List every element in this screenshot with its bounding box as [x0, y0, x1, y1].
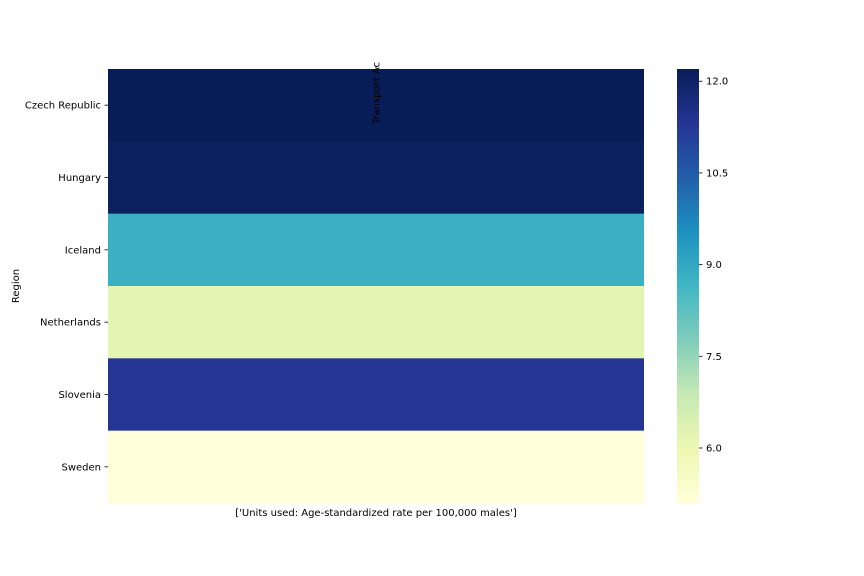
y-tick-label: Iceland	[65, 245, 101, 256]
y-tick-label: Czech Republic	[25, 101, 101, 112]
heatmap-cell	[108, 213, 644, 287]
y-tick-marks	[104, 104, 108, 468]
x-axis-label: ['Units used: Age-standardized rate per …	[235, 508, 517, 519]
heatmap-cell	[108, 286, 644, 359]
heatmap-cell	[108, 69, 644, 142]
y-tick-label: Hungary	[58, 173, 101, 184]
y-tick-label: Sweden	[61, 462, 101, 473]
y-axis-label: Region	[11, 269, 22, 303]
heatmap-cell	[108, 141, 644, 215]
colorbar-tick-label: 9.0	[706, 260, 722, 271]
heatmap-cell	[108, 430, 644, 504]
heatmap-cells	[108, 69, 644, 504]
column-label: Transport Ac	[372, 62, 383, 125]
colorbar	[677, 69, 699, 503]
colorbar-ticks: 6.0 7.5 9.0 10.5 12.0	[699, 77, 728, 454]
colorbar-tick-label: 6.0	[706, 443, 722, 454]
y-tick-label: Netherlands	[40, 318, 101, 329]
colorbar-tick-label: 7.5	[706, 352, 722, 363]
heatmap-cell	[108, 358, 644, 432]
colorbar-tick-label: 12.0	[706, 77, 728, 88]
y-tick-label: Slovenia	[58, 390, 101, 401]
y-tick-labels: Czech Republic Hungary Iceland Netherlands S…	[25, 101, 101, 474]
colorbar-tick-label: 10.5	[706, 168, 728, 179]
